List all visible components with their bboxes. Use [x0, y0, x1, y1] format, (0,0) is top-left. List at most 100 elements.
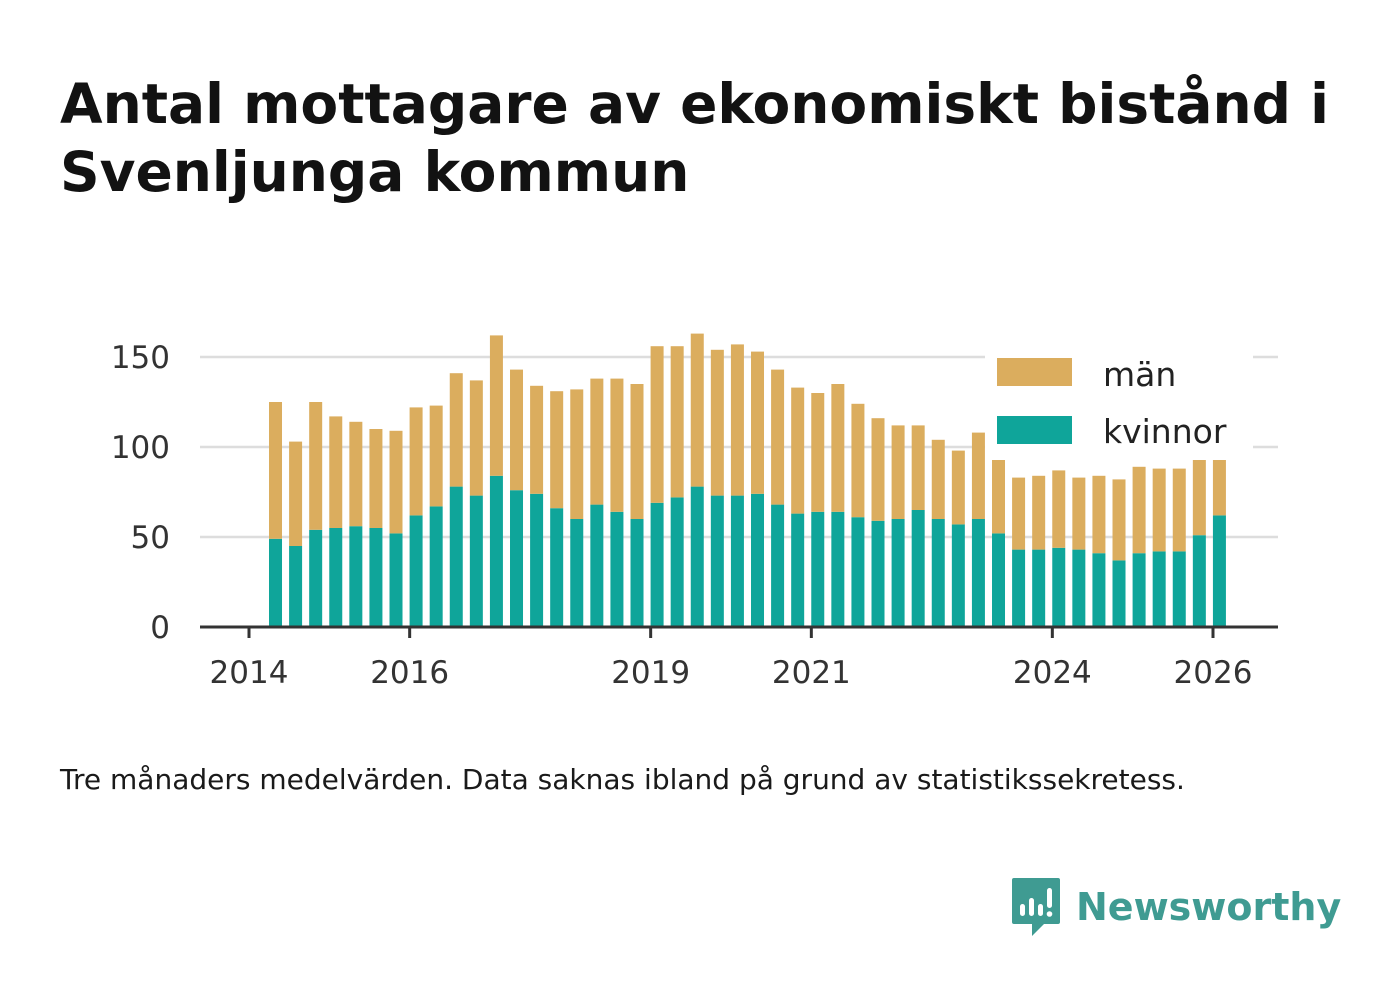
bar-kvinnor: [590, 504, 604, 627]
bar-kvinnor: [951, 524, 965, 627]
bar-kvinnor: [751, 493, 765, 627]
legend-swatch-kvinnor: [997, 416, 1072, 444]
bar-man: [1192, 441, 1206, 536]
bar-kvinnor: [389, 533, 403, 627]
bar-man: [510, 369, 524, 491]
brand-logo[interactable]: Newsworthy: [1010, 876, 1341, 938]
bar-man: [670, 346, 684, 498]
bar-kvinnor: [469, 495, 483, 627]
bar-kvinnor: [730, 495, 744, 627]
x-tick-label: 2026: [1174, 655, 1253, 691]
bar-kvinnor: [811, 511, 825, 627]
bar-man: [389, 430, 403, 534]
bar-kvinnor: [329, 528, 343, 627]
bar-man: [650, 346, 664, 503]
bar-kvinnor: [1052, 547, 1066, 627]
bar-man: [931, 439, 945, 519]
y-tick-label: 0: [150, 610, 170, 646]
bar-man: [289, 441, 303, 546]
bar-kvinnor: [650, 502, 664, 627]
bar-kvinnor: [510, 490, 524, 627]
bar-man: [730, 344, 744, 496]
newsworthy-logo-icon: [1012, 878, 1060, 936]
bar-man: [630, 384, 644, 519]
legend-label-kvinnor: kvinnor: [1103, 412, 1227, 451]
bar-kvinnor: [831, 511, 845, 627]
bar-kvinnor: [931, 519, 945, 627]
bar-kvinnor: [1152, 551, 1166, 627]
bar-kvinnor: [911, 510, 925, 627]
bar-kvinnor: [530, 493, 544, 627]
bar-man: [831, 384, 845, 512]
y-tick-label: 100: [111, 430, 170, 466]
bar-kvinnor: [550, 508, 564, 627]
bar-man: [690, 333, 704, 487]
bar-kvinnor: [570, 519, 584, 627]
bar-kvinnor: [449, 486, 463, 627]
y-tick-label: 150: [111, 340, 170, 376]
bar-man: [791, 387, 805, 514]
bar-kvinnor: [269, 538, 283, 627]
x-tick-label: 2016: [370, 655, 449, 691]
legend-swatch-man: [997, 358, 1072, 386]
axes: 0 50 100 150 2014 2016 2019 2021 2024 2026: [111, 340, 1278, 691]
bar-kvinnor: [309, 529, 323, 627]
bar-man: [1152, 468, 1166, 552]
bar-man: [710, 349, 724, 496]
chart-caption: Tre månaders medelvärden. Data saknas ib…: [60, 763, 1185, 796]
bar-man: [1112, 479, 1126, 561]
bar-man: [811, 393, 825, 512]
bar-man: [851, 403, 865, 518]
x-tick-label: 2019: [611, 655, 690, 691]
bar-kvinnor: [791, 513, 805, 627]
bar-man: [329, 416, 343, 528]
bar-kvinnor: [1132, 553, 1146, 627]
bars: [269, 333, 1226, 627]
bar-kvinnor: [710, 495, 724, 627]
chart-title: Antal mottagare av ekonomiskt bistånd i …: [60, 72, 1330, 204]
bar-kvinnor: [971, 519, 985, 627]
bar-man: [489, 335, 503, 476]
bar-kvinnor: [871, 520, 885, 627]
x-tick-label: 2024: [1013, 655, 1092, 691]
bar-man: [1172, 468, 1186, 552]
bar-man: [610, 378, 624, 512]
bar-man: [369, 429, 383, 528]
bar-kvinnor: [1112, 560, 1126, 627]
bar-man: [951, 450, 965, 525]
bar-man: [590, 378, 604, 505]
bar-kvinnor: [992, 533, 1006, 627]
x-tick-label: 2014: [210, 655, 289, 691]
bar-man: [1072, 477, 1086, 550]
bar-man: [429, 405, 443, 507]
bar-kvinnor: [1092, 553, 1106, 627]
bar-man: [309, 402, 323, 530]
bar-kvinnor: [1172, 551, 1186, 627]
bar-kvinnor: [1032, 549, 1046, 627]
bar-kvinnor: [610, 511, 624, 627]
bar-man: [971, 432, 985, 519]
bar-kvinnor: [670, 497, 684, 627]
legend-label-man: män: [1103, 355, 1176, 394]
bar-kvinnor: [289, 546, 303, 627]
bar-man: [409, 407, 423, 516]
bar-kvinnor: [489, 475, 503, 627]
bar-man: [1052, 470, 1066, 548]
bar-kvinnor: [349, 526, 363, 627]
bar-kvinnor: [1212, 515, 1226, 627]
y-tick-label: 50: [131, 520, 170, 556]
bar-kvinnor: [1072, 549, 1086, 627]
bar-man: [1092, 475, 1106, 554]
bar-man: [751, 351, 765, 494]
bar-man: [1012, 477, 1026, 550]
bar-kvinnor: [429, 506, 443, 627]
bar-kvinnor: [1192, 535, 1206, 627]
bar-kvinnor: [771, 504, 785, 627]
x-tick-label: 2021: [772, 655, 851, 691]
bar-man: [891, 425, 905, 519]
bar-man: [911, 425, 925, 510]
bar-kvinnor: [630, 519, 644, 627]
bar-kvinnor: [369, 528, 383, 627]
bar-kvinnor: [891, 519, 905, 627]
